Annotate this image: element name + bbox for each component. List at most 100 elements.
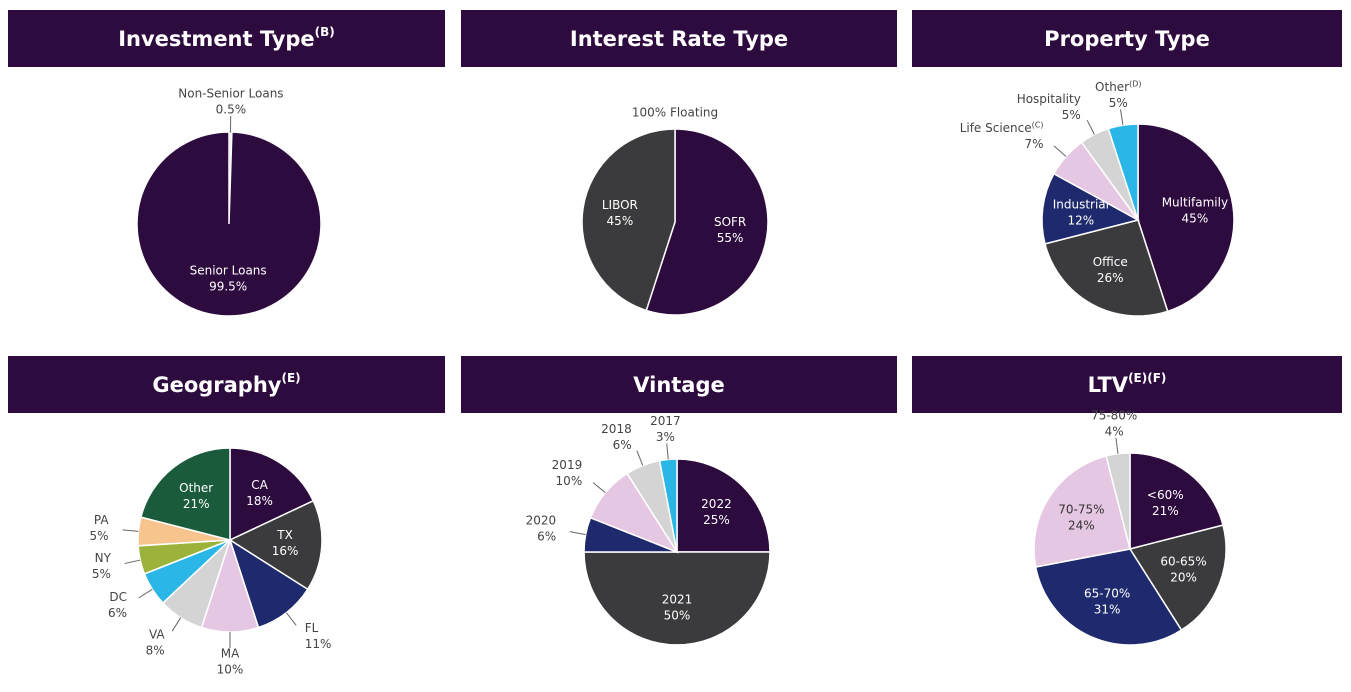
- pie-slice: [583, 551, 771, 646]
- title-text: Property Type: [1044, 27, 1210, 51]
- panel-title: Property Type: [1044, 27, 1210, 51]
- slice-label: 2017: [650, 414, 681, 428]
- title-sup: (E)(F): [1128, 371, 1166, 385]
- pie-slice: [1105, 452, 1131, 550]
- pie-slice: [136, 131, 322, 317]
- panel-title: Geography(E): [152, 371, 300, 398]
- slice-value-label: 5%: [1062, 108, 1081, 122]
- slice-label: 2021: [662, 592, 693, 606]
- pie-slice: [1129, 452, 1224, 550]
- title-text: Interest Rate Type: [570, 27, 788, 51]
- slice-label: LIBOR: [602, 198, 638, 212]
- slice-label: Life Science(C): [960, 120, 1044, 135]
- leader-line: [122, 529, 139, 532]
- slice-value-label: 99.5%: [209, 280, 247, 294]
- slice-value-label: 45%: [607, 214, 634, 228]
- panel-title: Investment Type(B): [118, 25, 335, 52]
- slice-label: 60-65%: [1160, 555, 1206, 569]
- leader-line: [592, 482, 606, 494]
- leader-line: [124, 559, 141, 565]
- slice-label: PA: [94, 513, 109, 527]
- slice-value-label: 45%: [1182, 211, 1209, 225]
- panel-title: LTV(E)(F): [1088, 371, 1167, 398]
- panel-header: [8, 356, 445, 413]
- pie-slice: [676, 458, 771, 553]
- slice-value-label: 55%: [717, 231, 744, 245]
- panel-header: [8, 10, 445, 67]
- pie-slice: [1128, 524, 1227, 632]
- slice-value-label: 10%: [556, 474, 583, 488]
- leader-line: [138, 588, 153, 599]
- slice-value-label: 4%: [1105, 424, 1124, 438]
- slice-label: MA: [221, 647, 240, 661]
- pie-slice: [645, 128, 769, 316]
- title-text: LTV: [1088, 373, 1129, 397]
- slice-label: Multifamily: [1162, 195, 1228, 209]
- slice-label: Non-Senior Loans: [178, 87, 283, 101]
- slice-label: DC: [109, 590, 127, 604]
- slice-label: 2022: [701, 497, 732, 511]
- panel-title: Interest Rate Type: [570, 27, 788, 51]
- pie-slice: [1044, 219, 1169, 317]
- leader-line: [1053, 145, 1067, 157]
- slice-value-label: 16%: [272, 544, 299, 558]
- slice-label: VA: [149, 628, 165, 642]
- leader-line: [569, 531, 586, 536]
- slice-value-label: 6%: [108, 606, 127, 620]
- slice-label: Other(D): [1095, 79, 1141, 94]
- panel-header: [461, 10, 897, 67]
- slice-label: Office: [1093, 255, 1128, 269]
- pie-slice: [1033, 455, 1131, 568]
- leader-line: [1086, 119, 1095, 135]
- slice-value-label: 31%: [1094, 602, 1121, 616]
- leader-line: [1119, 109, 1124, 126]
- slice-value-label: 11%: [305, 637, 332, 651]
- title-text: Investment Type: [118, 27, 314, 51]
- slice-label: Industrial: [1053, 197, 1109, 211]
- slice-value-label: 18%: [246, 494, 273, 508]
- slice-label: Other: [179, 481, 213, 495]
- pie-slice: [139, 447, 231, 541]
- panel-title: Vintage: [633, 373, 725, 397]
- slice-value-label: 7%: [1024, 137, 1043, 151]
- pie-slice: [581, 128, 676, 312]
- panel-header: [461, 356, 897, 413]
- slice-value-label: 6%: [537, 529, 556, 543]
- panel-header: [912, 10, 1342, 67]
- slice-value-label: 12%: [1068, 213, 1095, 227]
- title-sup: (B): [315, 25, 335, 39]
- slice-label: 2018: [601, 422, 632, 436]
- panel-header: [912, 356, 1342, 413]
- annotation: 100% Floating: [632, 106, 718, 120]
- slice-value-label: 21%: [183, 497, 210, 511]
- slice-label: FL: [305, 621, 319, 635]
- leader-line: [636, 450, 644, 466]
- slice-label: NY: [95, 551, 112, 565]
- slice-value-label: 3%: [656, 430, 675, 444]
- slice-label: Hospitality: [1017, 92, 1081, 106]
- slice-value-label: 8%: [146, 644, 165, 658]
- slice-value-label: 10%: [217, 663, 244, 677]
- pie-slice: [229, 447, 315, 542]
- slice-label: TX: [276, 528, 293, 542]
- slice-label: <60%: [1147, 488, 1184, 502]
- slice-label: Senior Loans: [190, 264, 267, 278]
- slice-label: 65-70%: [1084, 586, 1130, 600]
- leader-line: [1115, 437, 1119, 454]
- slice-value-label: 6%: [613, 438, 632, 452]
- label-sup: (D): [1129, 79, 1141, 88]
- title-text: Vintage: [633, 373, 725, 397]
- pie-slice: [228, 499, 323, 591]
- slice-value-label: 21%: [1152, 504, 1179, 518]
- slice-value-label: 20%: [1170, 571, 1197, 585]
- slice-value-label: 26%: [1097, 271, 1124, 285]
- slice-value-label: 0.5%: [216, 103, 247, 117]
- title-text: Geography: [152, 373, 281, 397]
- label-sup: (C): [1032, 120, 1044, 129]
- title-sup: (E): [281, 371, 300, 385]
- slice-value-label: 24%: [1068, 519, 1095, 533]
- leader-line: [171, 617, 182, 632]
- slice-label: SOFR: [714, 215, 746, 229]
- pie-slice: [1034, 548, 1183, 646]
- slice-label: 2020: [526, 513, 557, 527]
